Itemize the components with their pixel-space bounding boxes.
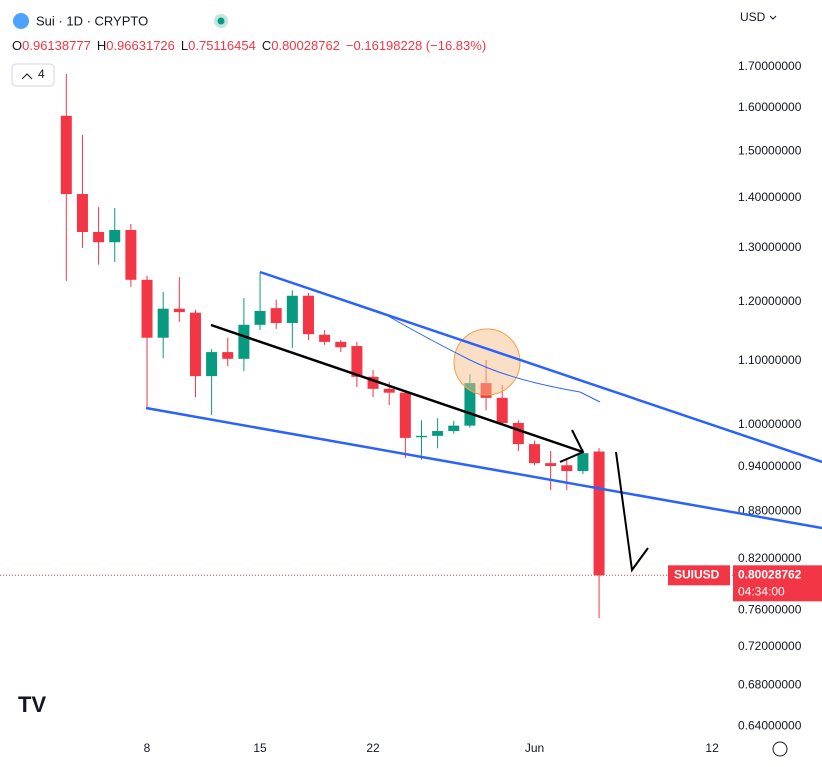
ohlc-value: 0.80028762: [271, 38, 340, 53]
candle-body: [528, 444, 540, 464]
y-tick-label: 0.88000000: [738, 503, 802, 517]
candle-body: [512, 422, 524, 445]
countdown-label: 04:34:00: [738, 584, 785, 598]
chevron: [769, 15, 777, 20]
candle-body: [319, 334, 331, 342]
symbol-title: Sui · 1D · CRYPTO: [36, 13, 148, 28]
trend-line: [259, 270, 822, 464]
candle-body: [448, 425, 460, 432]
candle-body: [383, 388, 395, 393]
y-tick-label: 1.10000000: [738, 353, 802, 367]
curve: [387, 315, 601, 403]
candle-body: [222, 352, 234, 359]
candle-body: [432, 431, 444, 436]
candle-body: [125, 229, 137, 280]
candle-body: [335, 341, 347, 348]
trend-line: [210, 323, 584, 454]
candle-body: [238, 324, 250, 359]
ohlc-value: 0.96138777: [22, 38, 91, 53]
x-tick-label: 12: [705, 741, 719, 755]
x-tick-label: 8: [144, 741, 151, 755]
price-badge: [733, 565, 822, 602]
x-tick-label: 15: [253, 741, 267, 755]
logo: TV: [18, 692, 46, 717]
y-tick-label: 0.64000000: [738, 718, 802, 732]
candle-body: [157, 308, 169, 338]
ohlc-line: O0.96138777 H0.96631726 L0.75116454 C0.8002…: [12, 38, 486, 53]
arrow: [615, 451, 649, 573]
y-tick-label: 0.72000000: [738, 639, 802, 653]
y-tick-label: 0.76000000: [738, 602, 802, 616]
y-tick-label: 0.68000000: [738, 677, 802, 691]
y-tick-label: 1.50000000: [738, 143, 802, 157]
candle-body: [173, 308, 185, 313]
y-tick-label: 1.20000000: [738, 294, 802, 308]
candle-body: [593, 451, 605, 576]
y-tick-label: 1.30000000: [738, 240, 802, 254]
y-tick-label: 1.00000000: [738, 417, 802, 431]
ohlc-key: O: [12, 38, 22, 53]
x-tick-label: Jun: [525, 741, 544, 755]
candle-body: [577, 453, 589, 472]
indicator-toggle[interactable]: [11, 63, 55, 87]
candle-body: [399, 392, 411, 438]
candle-body: [302, 295, 314, 335]
currency[interactable]: USD: [740, 10, 766, 24]
ohlc-value: 0.96631726: [106, 38, 175, 53]
trend-line: [145, 406, 822, 530]
candle-body: [464, 383, 476, 426]
ohlc-value: 0.75116454: [188, 38, 256, 53]
change: −0.16198228 (−16.83%): [346, 38, 486, 53]
y-tick-label: 0.82000000: [738, 551, 802, 565]
candle-body: [60, 115, 72, 195]
y-tick-label: 0.94000000: [738, 459, 802, 473]
candle-body: [496, 397, 508, 423]
arrow: [559, 429, 585, 463]
candle-body: [415, 435, 427, 438]
status-dot: [217, 17, 225, 25]
candle-body: [367, 376, 379, 389]
candle-body: [286, 295, 298, 324]
settings-icon[interactable]: [772, 741, 788, 757]
indicator-count: 4: [38, 67, 45, 81]
candle-body: [93, 231, 105, 243]
coin-icon: [13, 13, 29, 29]
candle-body: [109, 229, 121, 243]
symbol-badge: [668, 565, 730, 586]
candle-body: [270, 308, 282, 324]
price-badge-label: 0.80028762: [738, 567, 802, 581]
symbol-badge-label: SUIUSD: [674, 567, 720, 581]
y-tick-label: 1.70000000: [738, 59, 802, 73]
y-tick-label: 1.60000000: [738, 100, 802, 114]
candle-body: [206, 352, 218, 377]
ohlc-key: H: [97, 38, 106, 53]
chevron: [21, 73, 33, 80]
candle-body: [76, 194, 88, 232]
candle-body: [351, 346, 363, 377]
x-tick-label: 22: [366, 741, 380, 755]
highlight-circle: [453, 328, 521, 396]
drawings: [145, 270, 822, 573]
candle-body: [561, 465, 573, 472]
ohlc-key: C: [262, 38, 271, 53]
y-tick-label: 1.40000000: [738, 190, 802, 204]
candle-body: [254, 310, 266, 325]
candle-body: [545, 463, 557, 466]
candle-body: [141, 279, 153, 338]
candle-body: [189, 312, 201, 377]
ohlc-key: L: [181, 38, 188, 53]
